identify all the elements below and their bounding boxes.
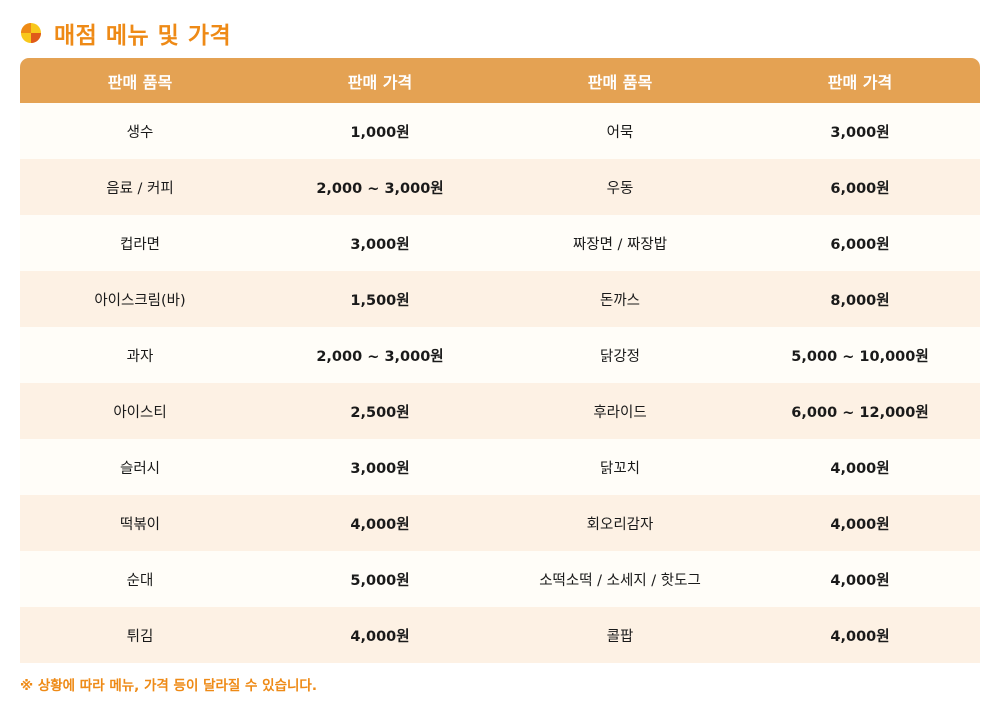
item-price: 1,000원: [260, 103, 500, 159]
item-price: 2,000 ~ 3,000원: [260, 159, 500, 215]
item-name: 슬러시: [20, 439, 260, 495]
item-price: 5,000 ~ 10,000원: [740, 327, 980, 383]
table-row: 컵라면 3,000원 짜장면 / 짜장밥 6,000원: [20, 215, 980, 271]
item-price: 6,000원: [740, 159, 980, 215]
item-price: 3,000원: [260, 215, 500, 271]
pie-chart-icon: [21, 23, 41, 43]
item-price: 3,000원: [260, 439, 500, 495]
item-price: 4,000원: [740, 551, 980, 607]
footnote: ※ 상황에 따라 메뉴, 가격 등이 달라질 수 있습니다.: [20, 678, 317, 694]
item-name: 닭강정: [500, 327, 740, 383]
table-row: 과자 2,000 ~ 3,000원 닭강정 5,000 ~ 10,000원: [20, 327, 980, 383]
item-price: 1,500원: [260, 271, 500, 327]
item-name: 콜팝: [500, 607, 740, 663]
item-name: 회오리감자: [500, 495, 740, 551]
item-price: 4,000원: [740, 607, 980, 663]
table-row: 슬러시 3,000원 닭꼬치 4,000원: [20, 439, 980, 495]
page-title: 매점 메뉴 및 가격: [54, 23, 232, 49]
item-price: 8,000원: [740, 271, 980, 327]
table-row: 순대 5,000원 소떡소떡 / 소세지 / 핫도그 4,000원: [20, 551, 980, 607]
section-header: 매점 메뉴 및 가격: [20, 17, 231, 49]
item-name: 순대: [20, 551, 260, 607]
item-price: 4,000원: [740, 439, 980, 495]
item-price: 5,000원: [260, 551, 500, 607]
item-name: 떡볶이: [20, 495, 260, 551]
item-name: 우동: [500, 159, 740, 215]
item-name: 튀김: [20, 607, 260, 663]
item-name: 아이스크림(바): [20, 271, 260, 327]
menu-price-table: 판매 품목 판매 가격 판매 품목 판매 가격 생수 1,000원 어묵 3,0…: [20, 58, 980, 663]
item-price: 4,000원: [740, 495, 980, 551]
item-name: 소떡소떡 / 소세지 / 핫도그: [500, 551, 740, 607]
item-price: 4,000원: [260, 495, 500, 551]
table-row: 음료 / 커피 2,000 ~ 3,000원 우동 6,000원: [20, 159, 980, 215]
table-row: 생수 1,000원 어묵 3,000원: [20, 103, 980, 159]
header-price-left: 판매 가격: [260, 58, 500, 103]
item-price: 2,500원: [260, 383, 500, 439]
table-row: 떡볶이 4,000원 회오리감자 4,000원: [20, 495, 980, 551]
item-price: 6,000원: [740, 215, 980, 271]
item-price: 2,000 ~ 3,000원: [260, 327, 500, 383]
item-name: 생수: [20, 103, 260, 159]
table-header-row: 판매 품목 판매 가격 판매 품목 판매 가격: [20, 58, 980, 103]
item-name: 어묵: [500, 103, 740, 159]
table-row: 아이스크림(바) 1,500원 돈까스 8,000원: [20, 271, 980, 327]
item-price: 4,000원: [260, 607, 500, 663]
item-name: 아이스티: [20, 383, 260, 439]
header-item-left: 판매 품목: [20, 58, 260, 103]
item-name: 음료 / 커피: [20, 159, 260, 215]
table-row: 튀김 4,000원 콜팝 4,000원: [20, 607, 980, 663]
item-name: 짜장면 / 짜장밥: [500, 215, 740, 271]
item-name: 후라이드: [500, 383, 740, 439]
item-name: 닭꼬치: [500, 439, 740, 495]
table-row: 아이스티 2,500원 후라이드 6,000 ~ 12,000원: [20, 383, 980, 439]
header-item-right: 판매 품목: [500, 58, 740, 103]
item-name: 과자: [20, 327, 260, 383]
item-price: 6,000 ~ 12,000원: [740, 383, 980, 439]
item-name: 돈까스: [500, 271, 740, 327]
header-price-right: 판매 가격: [740, 58, 980, 103]
item-name: 컵라면: [20, 215, 260, 271]
item-price: 3,000원: [740, 103, 980, 159]
